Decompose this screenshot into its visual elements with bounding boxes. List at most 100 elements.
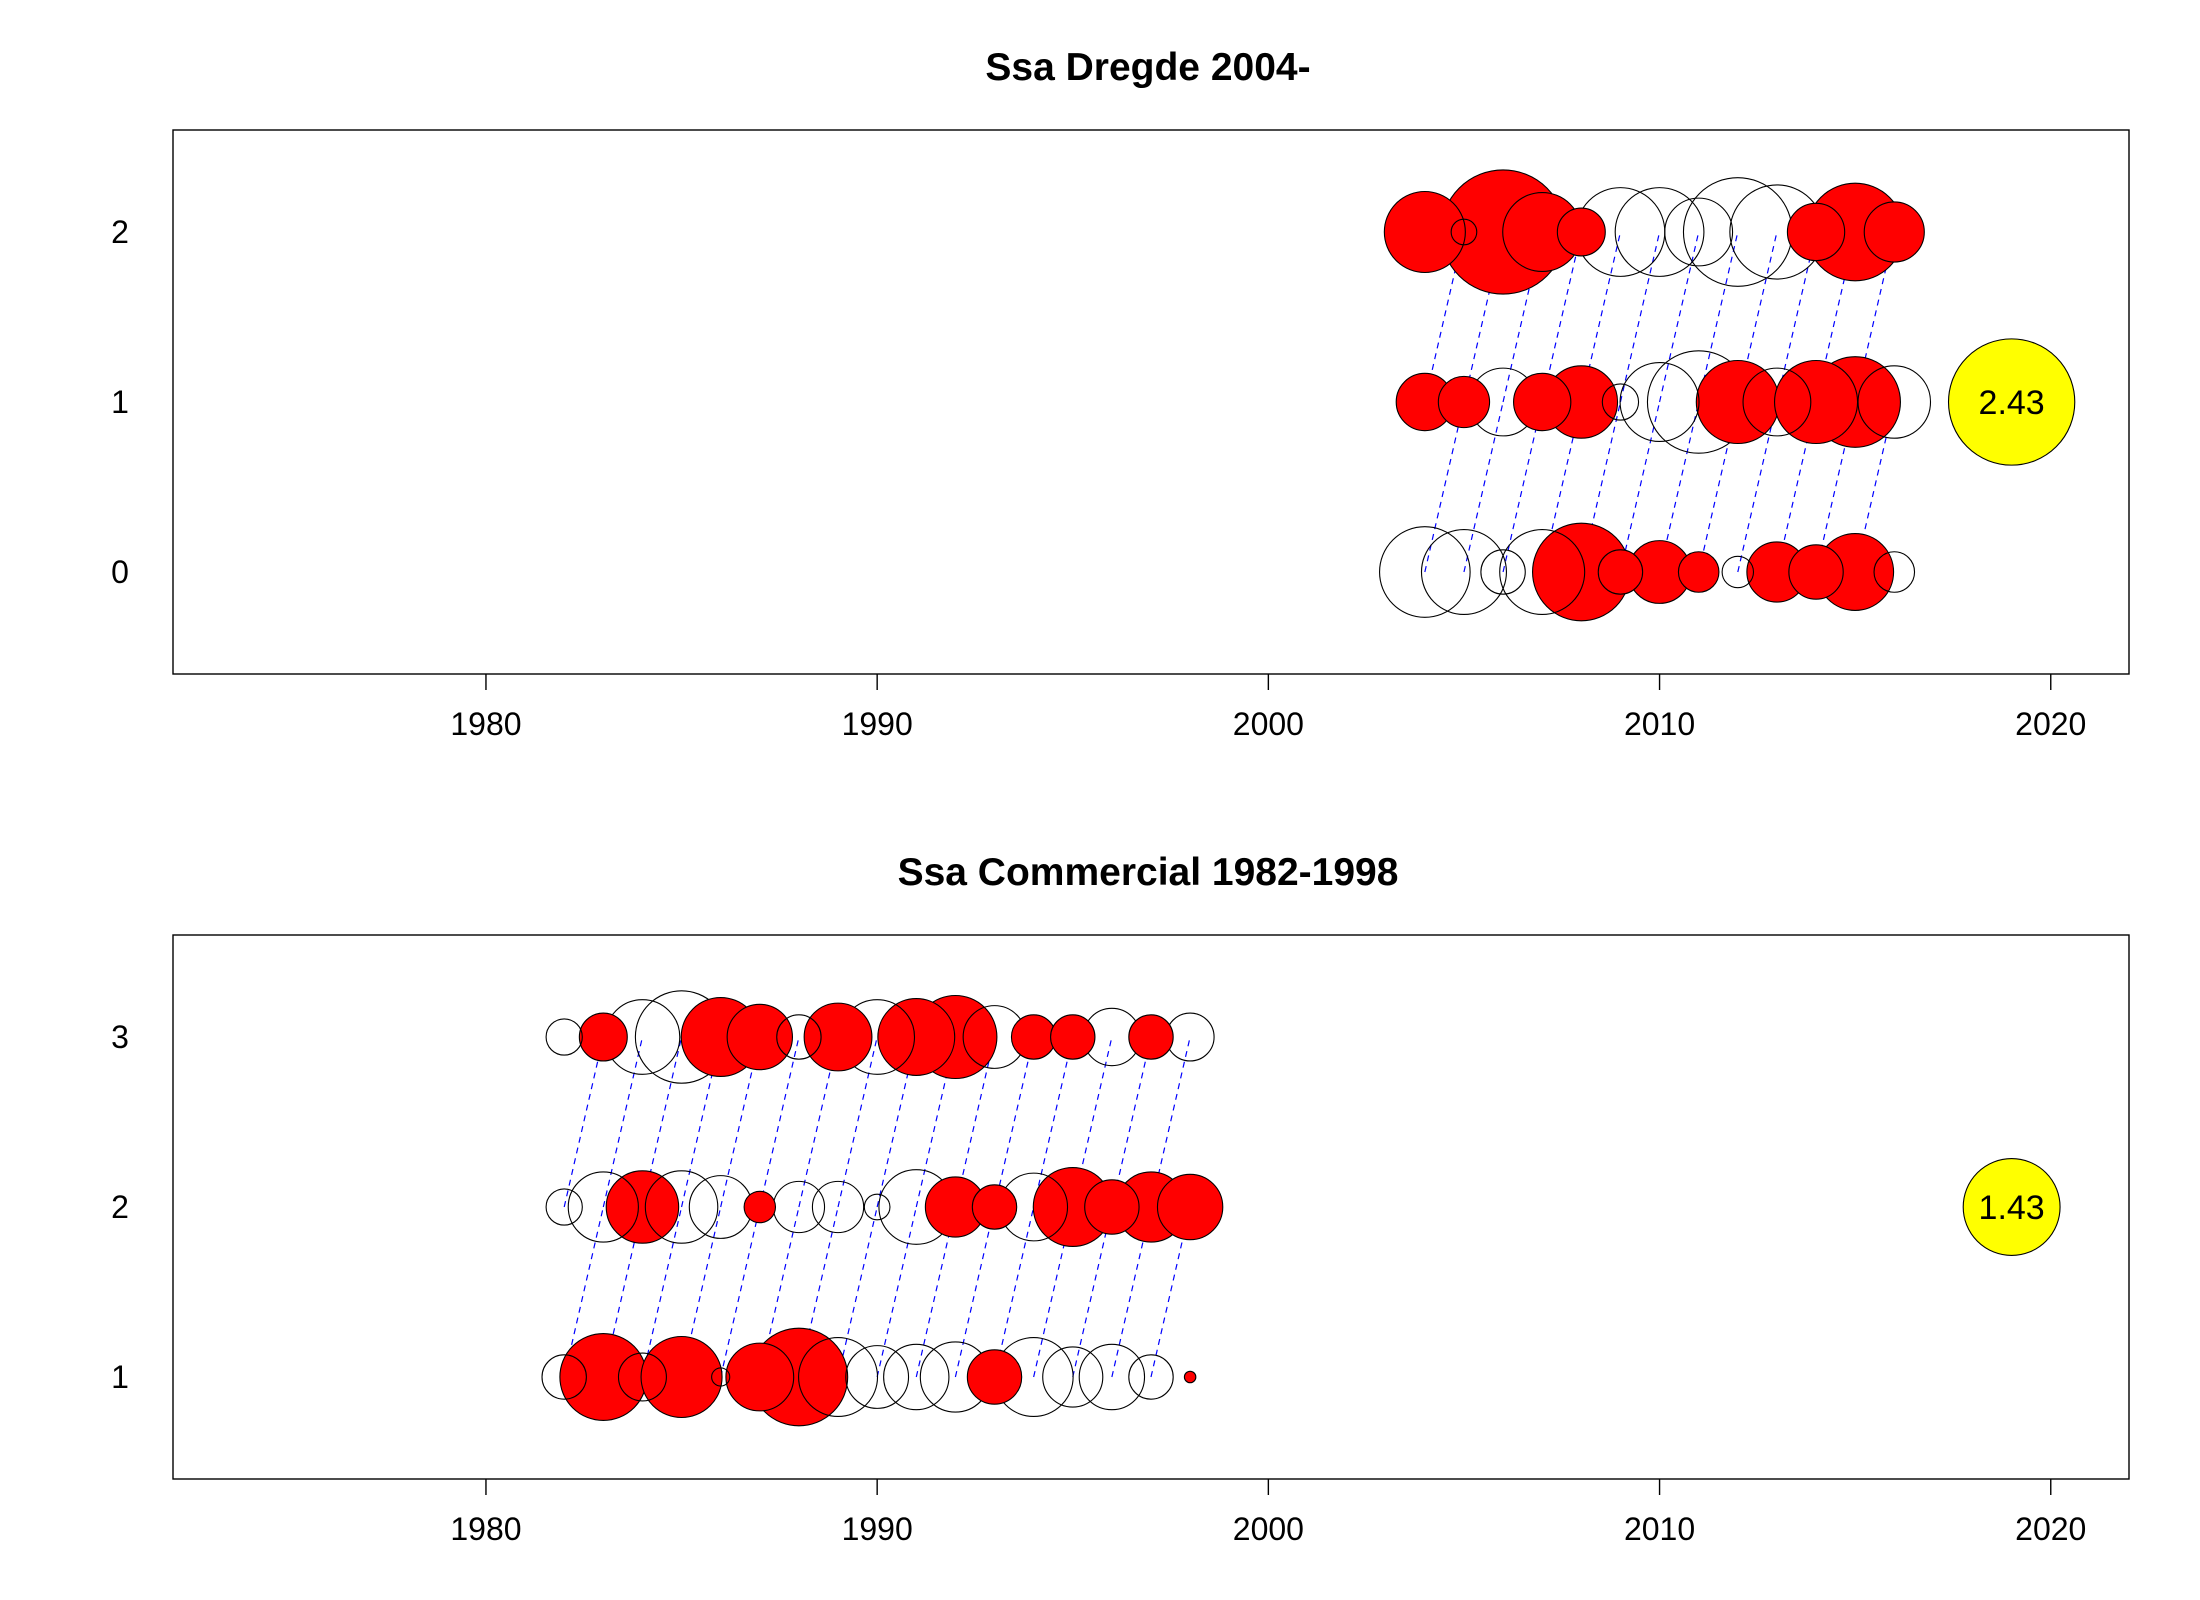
bubbles xyxy=(1379,169,1932,622)
x-axis: 1980 1990 2000 2010 2020 xyxy=(450,1479,2086,1547)
negative-residual-bubble xyxy=(1614,187,1705,277)
chart-title: Ssa Dregde 2004- xyxy=(985,46,1310,89)
positive-residual-bubble xyxy=(1084,1179,1140,1235)
cohort-line xyxy=(1658,401,1700,573)
positive-residual-bubble xyxy=(1597,549,1644,595)
y-tick-label: 1 xyxy=(111,384,129,420)
positive-residual-bubble xyxy=(1437,375,1491,429)
positive-residual-bubble xyxy=(743,1190,777,1224)
cohort-line xyxy=(837,1036,878,1208)
y-tick-label: 3 xyxy=(111,1019,129,1055)
cohort-line xyxy=(641,1206,683,1378)
negative-residual-bubble xyxy=(644,1170,719,1244)
negative-residual-bubble xyxy=(1499,528,1586,616)
negative-residual-bubble xyxy=(1078,1343,1146,1411)
x-tick-label: 2000 xyxy=(1233,1511,1304,1547)
cohort-line xyxy=(759,1206,800,1378)
positive-residual-bubble xyxy=(1556,207,1606,257)
negative-residual-bubble xyxy=(798,1336,879,1418)
y-tick-label: 2 xyxy=(111,214,129,250)
negative-residual-bubble xyxy=(545,1188,583,1226)
key-bubble-label: 2.43 xyxy=(1979,384,2045,422)
negative-residual-bubble xyxy=(883,1343,950,1411)
y-axis: 0 1 2 xyxy=(111,214,129,590)
cohort-line xyxy=(1619,401,1661,573)
x-tick-label: 1990 xyxy=(842,1511,913,1547)
cohort-line xyxy=(876,1206,917,1378)
negative-residual-bubble xyxy=(811,1180,865,1234)
negative-residual-bubble xyxy=(776,1014,822,1060)
key-bubble xyxy=(1962,1158,2061,1256)
positive-residual-bubble xyxy=(1786,202,1846,262)
cohort-line xyxy=(1463,401,1504,573)
bubbles xyxy=(541,990,1224,1427)
positive-residual-bubble xyxy=(1183,1370,1197,1384)
positive-residual-bubble xyxy=(1513,372,1572,432)
positive-residual-bubble xyxy=(1050,1014,1096,1060)
cohort-line xyxy=(1111,1036,1152,1208)
negative-residual-bubble xyxy=(1420,528,1507,616)
cohort-line xyxy=(1033,1036,1074,1208)
negative-residual-bubble xyxy=(1128,1354,1174,1400)
cohort-line xyxy=(680,1206,722,1378)
cohort-line xyxy=(759,1036,800,1208)
x-tick-label: 1980 xyxy=(450,706,521,742)
cohort-line xyxy=(798,1206,839,1378)
x-tick-label: 2010 xyxy=(1624,1511,1695,1547)
positive-residual-bubble xyxy=(877,998,956,1076)
chart-title: Ssa Commercial 1982-1998 xyxy=(898,851,1399,894)
key-bubble-label: 1.43 xyxy=(1979,1189,2045,1227)
negative-residual-bubble xyxy=(863,1193,891,1221)
negative-residual-bubble xyxy=(1742,367,1812,437)
plot-frame xyxy=(172,129,2130,675)
y-tick-label: 1 xyxy=(111,1359,129,1395)
key-bubble xyxy=(1947,338,2076,466)
negative-residual-bubble xyxy=(1857,365,1932,439)
negative-residual-bubble xyxy=(1664,197,1734,267)
cohort-line xyxy=(1737,401,1778,573)
y-tick-label: 0 xyxy=(111,554,129,590)
cohort-line xyxy=(1619,231,1661,403)
plot-frame xyxy=(172,934,2130,1480)
cohort-line xyxy=(1150,1036,1191,1208)
negative-residual-bubble xyxy=(1379,526,1471,618)
x-axis: 1980 1990 2000 2010 2020 xyxy=(450,674,2086,742)
negative-residual-bubble xyxy=(1480,549,1526,595)
positive-residual-bubble xyxy=(1788,544,1844,600)
x-tick-label: 2010 xyxy=(1624,706,1695,742)
cohort-line xyxy=(563,1036,604,1208)
positive-residual-bubble xyxy=(1128,1014,1174,1060)
positive-residual-bubble xyxy=(1010,1014,1057,1060)
cohort-line xyxy=(1698,231,1739,403)
negative-residual-bubble xyxy=(1042,1346,1104,1408)
negative-residual-bubble xyxy=(1619,361,1700,443)
cohort-line xyxy=(602,1036,644,1208)
cohort-line xyxy=(720,1206,761,1378)
negative-residual-bubble xyxy=(1450,218,1478,246)
positive-residual-bubble xyxy=(725,1342,795,1412)
positive-residual-bubble xyxy=(1383,190,1466,274)
panel-commercial: Ssa Commercial 1982-1998 1 2 3 1980 1990 200… xyxy=(111,851,2130,1547)
panel-dredge: Ssa Dregde 2004- 0 1 2 1980 1990 2000 2010 202… xyxy=(111,46,2130,742)
positive-residual-bubble xyxy=(1677,551,1720,593)
y-tick-label: 2 xyxy=(111,1189,129,1225)
x-tick-label: 1980 xyxy=(450,1511,521,1547)
cohort-line xyxy=(837,1206,878,1378)
positive-residual-bubble xyxy=(578,1012,628,1062)
cohort-line xyxy=(1580,401,1622,573)
cohort-line xyxy=(1424,401,1465,573)
positive-residual-bubble xyxy=(726,1003,794,1071)
negative-residual-bubble xyxy=(845,1345,910,1409)
positive-residual-bubble xyxy=(803,1002,873,1072)
cohort-line xyxy=(993,1206,1035,1378)
y-axis: 1 2 3 xyxy=(111,1019,129,1395)
negative-residual-bubble xyxy=(1601,383,1640,421)
positive-residual-bubble xyxy=(605,1170,680,1244)
cohort-line xyxy=(1737,231,1778,403)
cohort-line xyxy=(1541,231,1582,403)
positive-residual-bubble xyxy=(1863,201,1925,263)
cohort-line xyxy=(1580,231,1622,403)
negative-residual-bubble xyxy=(617,1352,667,1402)
positive-residual-bubble xyxy=(1156,1173,1224,1241)
